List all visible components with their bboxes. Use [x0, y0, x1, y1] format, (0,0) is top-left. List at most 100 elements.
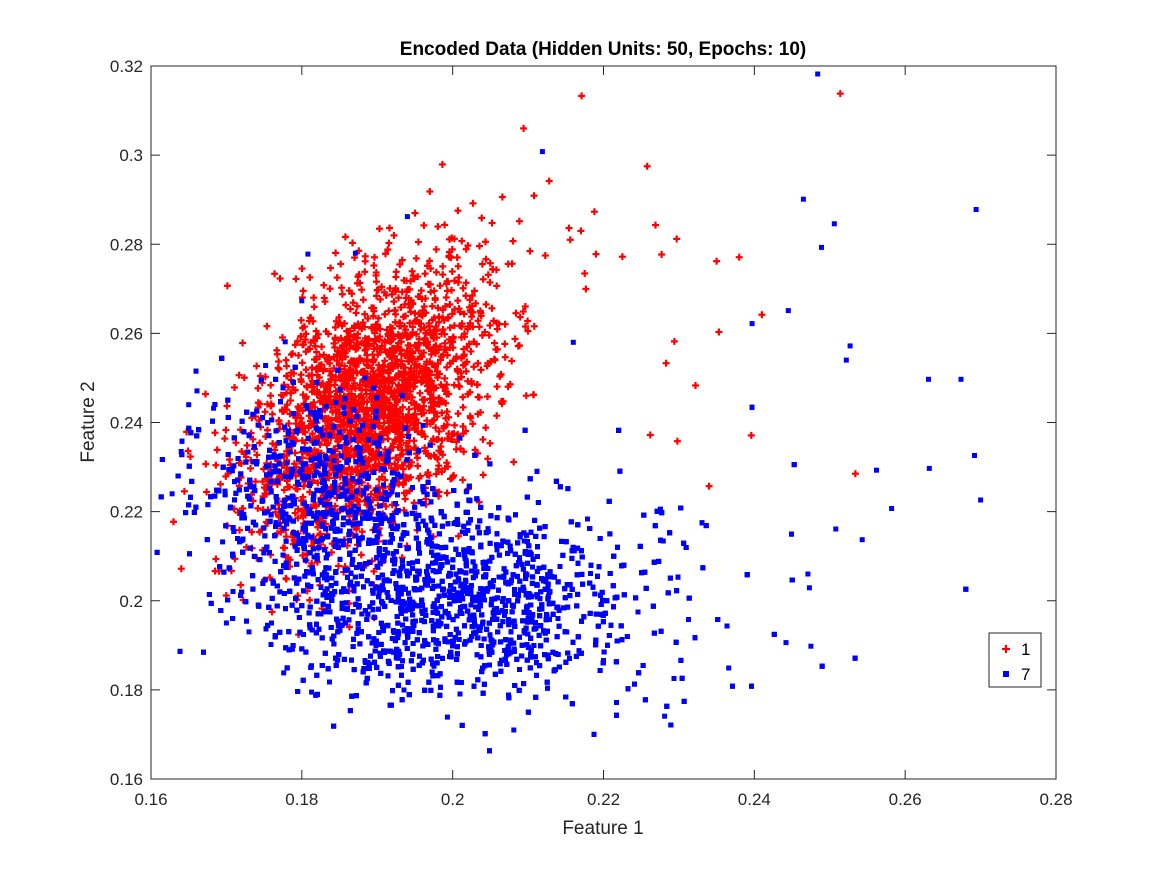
data-point-series-1: [374, 314, 382, 322]
data-point-series-1: [310, 502, 318, 510]
data-point-series-1: [392, 268, 400, 276]
data-point-series-1: [268, 608, 276, 616]
data-point-series-1: [280, 486, 288, 494]
data-point-series-1: [397, 303, 405, 311]
data-point-series-1: [459, 476, 467, 484]
data-point-series-1: [299, 493, 307, 501]
data-point-series-1: [344, 470, 351, 478]
data-point-series-1: [421, 433, 429, 440]
data-point-series-1: [359, 296, 367, 304]
data-point-series-1: [422, 449, 430, 457]
data-point-series-1: [344, 328, 352, 335]
data-point-series-1: [451, 421, 459, 429]
data-point-series-1: [448, 245, 456, 253]
data-point-series-1: [353, 302, 361, 310]
data-point-series-1: [362, 390, 370, 398]
data-point-series-1: [345, 287, 353, 295]
data-point-series-1: [213, 446, 221, 454]
data-point-series-1: [186, 453, 194, 461]
data-point-series-1: [516, 313, 524, 321]
data-point-series-1: [332, 249, 340, 257]
data-point-series-1: [455, 274, 463, 281]
data-point-series-1: [443, 287, 451, 295]
data-point-series-1: [361, 310, 369, 318]
data-point-series-1: [291, 449, 299, 457]
data-point-series-1: [420, 303, 428, 310]
data-point-series-1: [468, 292, 476, 300]
data-point-series-1: [443, 408, 451, 416]
data-point-series-1: [457, 445, 464, 453]
data-point-series-1: [454, 410, 462, 418]
data-point-series-1: [443, 363, 451, 371]
data-point-series-1: [464, 242, 472, 250]
data-point-series-1: [235, 371, 243, 379]
data-point-series-1: [459, 423, 467, 430]
data-point-series-1: [371, 253, 378, 261]
data-point-series-1: [306, 596, 314, 604]
data-point-series-1: [434, 304, 442, 312]
data-point-series-1: [311, 356, 318, 363]
data-point-series-1: [386, 224, 393, 232]
data-point-series-1: [341, 362, 348, 370]
data-point-series-1: [335, 562, 342, 570]
data-point-series-1: [493, 412, 501, 420]
data-point-series-1: [285, 420, 293, 427]
data-point-series-1: [323, 425, 330, 433]
data-point-series-1: [417, 326, 425, 333]
data-point-series-1: [184, 447, 192, 455]
data-point-series-1: [460, 310, 468, 318]
data-point-series-1: [490, 317, 498, 325]
data-point-series-1: [382, 291, 390, 299]
data-point-series-1: [479, 436, 487, 443]
data-point-series-1: [474, 359, 482, 367]
data-point-series-1: [436, 282, 444, 290]
data-point-series-1: [459, 284, 467, 292]
data-point-series-1: [435, 428, 443, 435]
data-point-series-1: [252, 478, 259, 486]
data-point-series-1: [476, 242, 483, 250]
data-point-series-1: [459, 393, 467, 401]
data-point-series-1: [307, 420, 315, 428]
data-point-series-1: [298, 507, 306, 515]
data-point-series-1: [384, 246, 392, 254]
data-point-series-1: [466, 412, 474, 420]
data-point-series-1: [357, 551, 365, 559]
data-point-series-1: [486, 278, 494, 286]
data-point-series-1: [212, 555, 220, 563]
data-point-series-1: [299, 552, 307, 559]
data-point-series-1: [254, 384, 262, 392]
data-point-series-1: [477, 309, 485, 317]
data-point-series-1: [364, 461, 372, 469]
data-point-series-1: [301, 336, 309, 344]
data-point-series-1: [441, 339, 449, 347]
data-point-series-1: [239, 339, 247, 347]
data-point-series-1: [438, 160, 446, 168]
data-point-series-1: [291, 386, 299, 394]
data-point-series-1: [581, 270, 589, 277]
data-point-series-1: [203, 488, 211, 496]
data-point-series-1: [396, 451, 404, 459]
data-point-series-1: [428, 417, 436, 425]
data-point-series-1: [271, 446, 279, 454]
data-point-series-1: [484, 393, 491, 401]
data-point-series-1: [331, 502, 339, 510]
data-point-series-1: [420, 349, 428, 357]
data-point-series-1: [524, 317, 532, 325]
data-point-series-1: [358, 528, 366, 536]
data-point-series-1: [470, 363, 478, 371]
data-point-series-1: [511, 335, 519, 343]
data-point-series-1: [286, 483, 294, 491]
data-point-series-1: [399, 403, 407, 411]
data-point-series-1: [448, 310, 456, 318]
data-point-series-1: [254, 504, 262, 512]
data-point-series-1: [441, 374, 449, 382]
data-point-series-1: [302, 366, 310, 374]
data-point-series-1: [431, 294, 439, 302]
data-point-series-1: [299, 324, 307, 332]
data-point-series-1: [312, 327, 320, 335]
data-point-series-1: [426, 188, 434, 195]
data-point-series-1: [287, 369, 295, 377]
data-point-series-1: [279, 334, 286, 341]
data-point-series-1: [427, 265, 435, 272]
